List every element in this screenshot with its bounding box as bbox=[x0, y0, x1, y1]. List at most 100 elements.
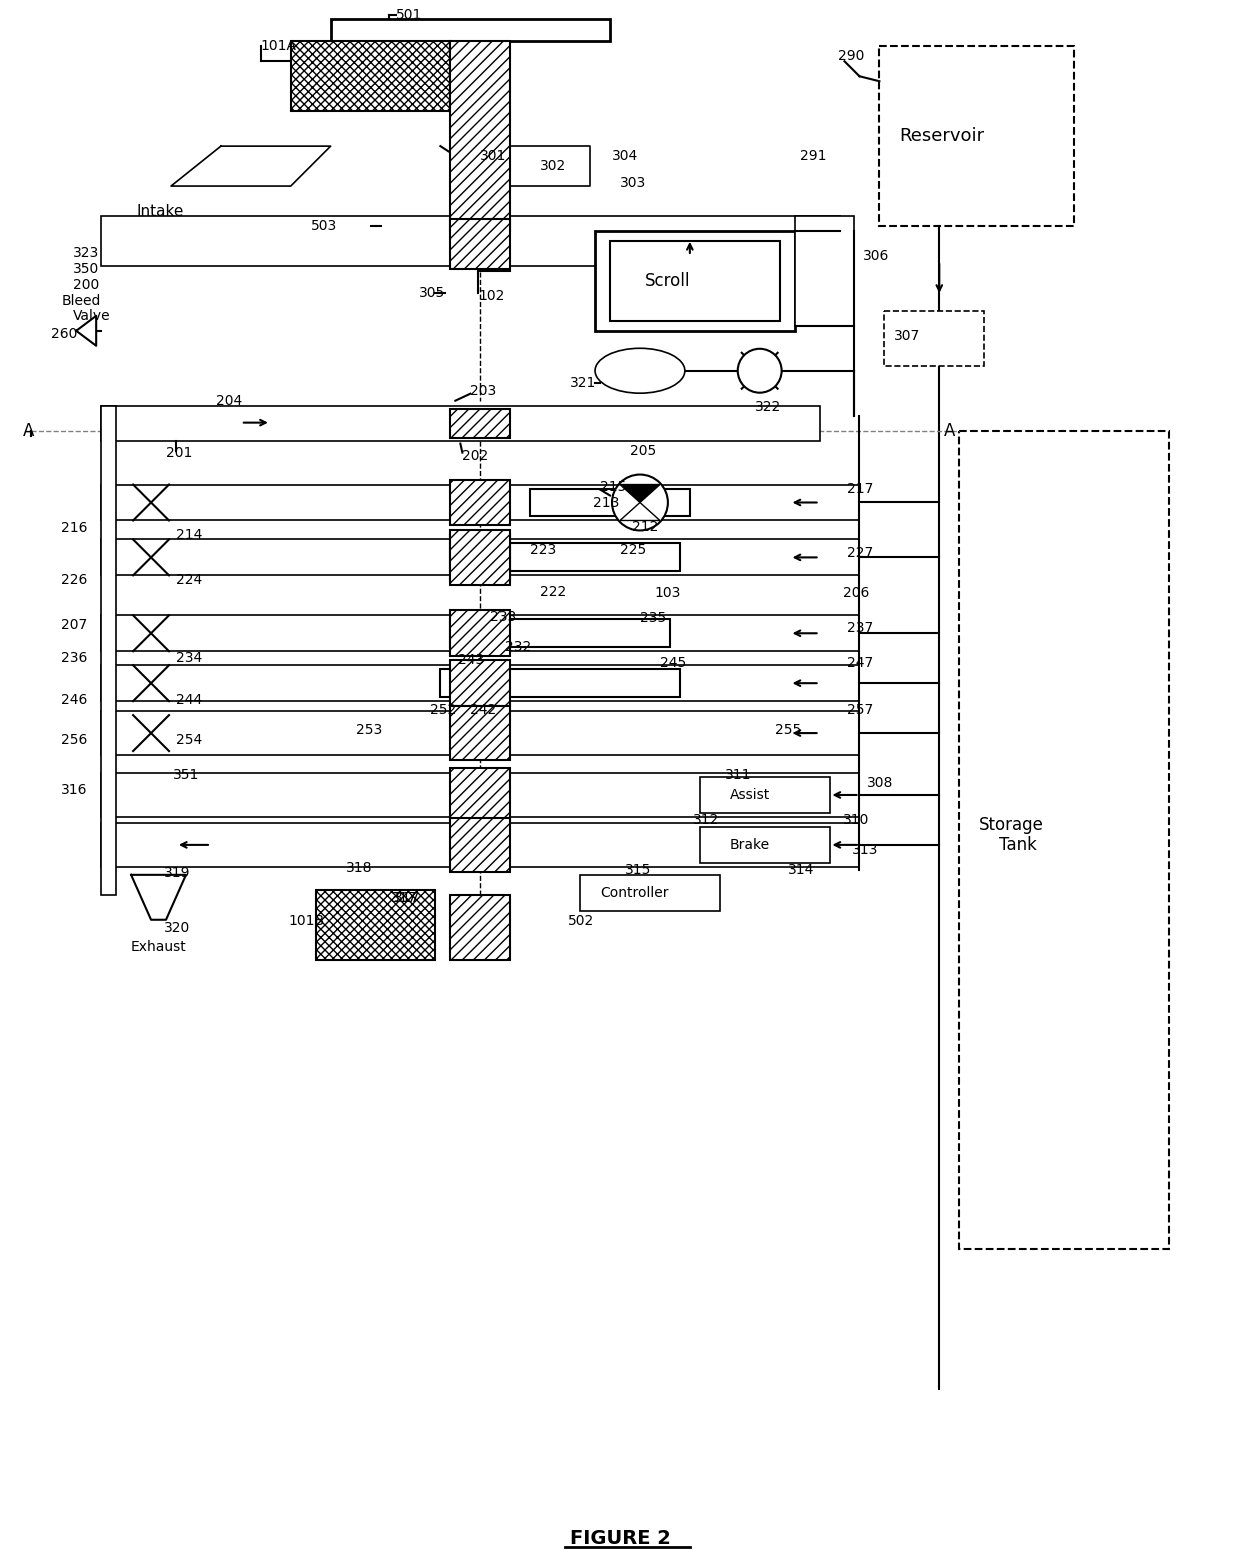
Text: 234: 234 bbox=[176, 651, 202, 666]
Text: 310: 310 bbox=[842, 813, 869, 827]
FancyBboxPatch shape bbox=[440, 669, 680, 697]
Text: 227: 227 bbox=[847, 547, 874, 561]
Text: A: A bbox=[945, 421, 956, 440]
Text: Exhaust: Exhaust bbox=[131, 940, 187, 954]
Text: 225: 225 bbox=[620, 543, 646, 557]
Text: 216: 216 bbox=[61, 521, 88, 536]
Text: 322: 322 bbox=[755, 399, 781, 413]
FancyBboxPatch shape bbox=[102, 615, 859, 651]
FancyBboxPatch shape bbox=[879, 47, 1074, 226]
FancyBboxPatch shape bbox=[450, 619, 670, 647]
Text: 102: 102 bbox=[479, 288, 505, 302]
Text: 245: 245 bbox=[660, 656, 686, 670]
Text: 101A: 101A bbox=[260, 39, 296, 53]
Text: 247: 247 bbox=[847, 656, 874, 670]
Text: 253: 253 bbox=[356, 723, 382, 738]
Text: 316: 316 bbox=[61, 783, 88, 797]
FancyBboxPatch shape bbox=[480, 543, 680, 572]
Text: 350: 350 bbox=[73, 262, 99, 276]
Text: 246: 246 bbox=[61, 694, 88, 708]
Text: 317: 317 bbox=[393, 891, 420, 905]
Polygon shape bbox=[171, 146, 331, 186]
Bar bbox=[450, 894, 510, 960]
Bar bbox=[450, 41, 510, 230]
FancyBboxPatch shape bbox=[580, 875, 719, 911]
FancyBboxPatch shape bbox=[699, 827, 830, 863]
Text: 252: 252 bbox=[430, 703, 456, 717]
Text: 217: 217 bbox=[847, 481, 874, 495]
Bar bbox=[450, 534, 510, 581]
Text: 202: 202 bbox=[463, 448, 489, 462]
Text: 320: 320 bbox=[164, 921, 190, 935]
Text: 318: 318 bbox=[346, 861, 372, 875]
Polygon shape bbox=[620, 503, 660, 520]
Text: 321: 321 bbox=[570, 376, 596, 390]
Bar bbox=[450, 479, 510, 526]
FancyBboxPatch shape bbox=[960, 431, 1169, 1250]
Text: 303: 303 bbox=[620, 175, 646, 189]
Text: Controller: Controller bbox=[600, 886, 668, 900]
Text: Assist: Assist bbox=[730, 788, 770, 802]
Text: 103: 103 bbox=[655, 586, 681, 600]
Text: 314: 314 bbox=[787, 863, 813, 877]
FancyBboxPatch shape bbox=[610, 241, 780, 321]
Text: 207: 207 bbox=[61, 619, 88, 633]
Text: Brake: Brake bbox=[730, 838, 770, 852]
Text: 201: 201 bbox=[166, 446, 192, 459]
Text: 203: 203 bbox=[470, 384, 496, 398]
Text: 244: 244 bbox=[176, 694, 202, 708]
Bar bbox=[450, 611, 510, 656]
Text: 304: 304 bbox=[613, 149, 639, 163]
Text: 312: 312 bbox=[693, 813, 719, 827]
Text: Storage: Storage bbox=[980, 816, 1044, 835]
Text: 223: 223 bbox=[531, 543, 557, 557]
Text: Scroll: Scroll bbox=[645, 272, 691, 290]
Text: 226: 226 bbox=[61, 573, 88, 587]
Text: 502: 502 bbox=[568, 913, 594, 927]
Text: 306: 306 bbox=[863, 249, 889, 263]
Text: 232: 232 bbox=[505, 640, 532, 655]
Circle shape bbox=[613, 474, 668, 531]
Bar bbox=[450, 531, 510, 586]
FancyBboxPatch shape bbox=[102, 406, 117, 894]
Text: 200: 200 bbox=[73, 277, 99, 291]
Text: Reservoir: Reservoir bbox=[899, 127, 985, 146]
Bar bbox=[290, 41, 450, 111]
Text: 213: 213 bbox=[593, 496, 620, 511]
FancyBboxPatch shape bbox=[699, 777, 830, 813]
Text: 315: 315 bbox=[625, 863, 651, 877]
Bar bbox=[450, 409, 510, 437]
Text: 205: 205 bbox=[630, 443, 656, 457]
Text: 313: 313 bbox=[852, 843, 878, 857]
Text: A: A bbox=[24, 421, 35, 440]
Bar bbox=[450, 817, 510, 872]
Bar bbox=[450, 219, 510, 269]
Text: 101B: 101B bbox=[289, 913, 325, 927]
Bar bbox=[450, 767, 510, 822]
Ellipse shape bbox=[595, 348, 684, 393]
Polygon shape bbox=[620, 484, 660, 503]
Text: 255: 255 bbox=[775, 723, 801, 738]
Text: Bleed: Bleed bbox=[61, 294, 100, 309]
Text: 206: 206 bbox=[842, 586, 869, 600]
Text: Tank: Tank bbox=[999, 836, 1037, 853]
Text: 308: 308 bbox=[867, 777, 893, 789]
FancyBboxPatch shape bbox=[795, 216, 854, 326]
Text: 242: 242 bbox=[470, 703, 496, 717]
Text: 311: 311 bbox=[724, 767, 751, 781]
Text: 212: 212 bbox=[632, 520, 658, 534]
Text: 307: 307 bbox=[894, 329, 920, 343]
Text: 236: 236 bbox=[61, 651, 88, 666]
Polygon shape bbox=[131, 875, 186, 919]
Text: 256: 256 bbox=[61, 733, 88, 747]
Text: Valve: Valve bbox=[73, 309, 110, 323]
FancyBboxPatch shape bbox=[884, 310, 985, 366]
Text: 290: 290 bbox=[837, 49, 864, 63]
FancyBboxPatch shape bbox=[102, 774, 859, 817]
Text: 501: 501 bbox=[396, 8, 422, 22]
Text: 351: 351 bbox=[174, 767, 200, 781]
FancyBboxPatch shape bbox=[102, 822, 859, 868]
Text: 317: 317 bbox=[391, 891, 417, 905]
Text: 301: 301 bbox=[480, 149, 507, 163]
Text: FIGURE 2: FIGURE 2 bbox=[569, 1528, 671, 1549]
